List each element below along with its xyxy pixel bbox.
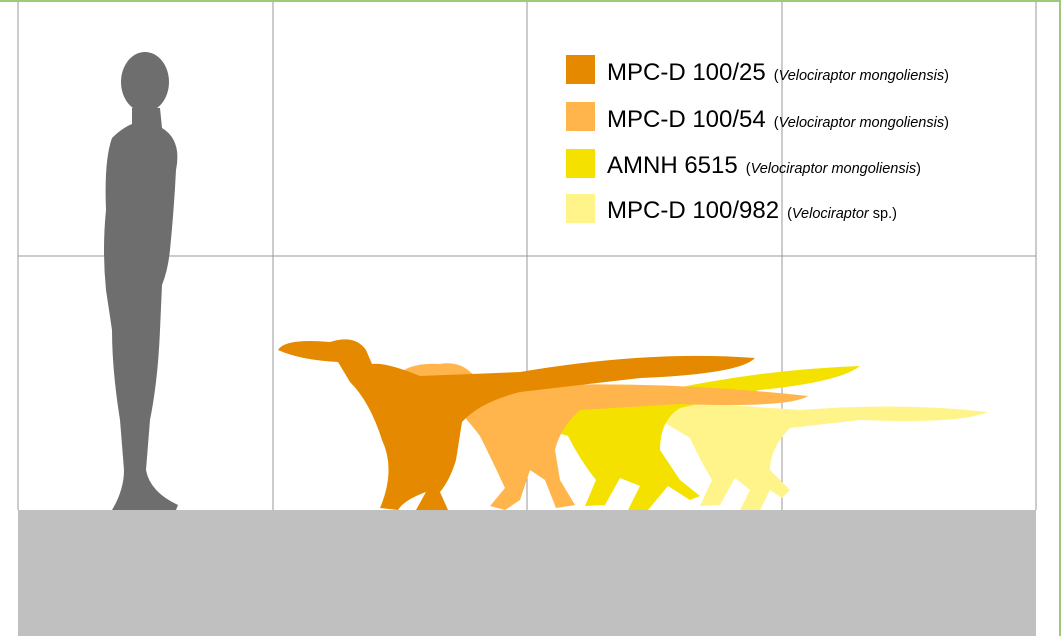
species: Velociraptor mongoliensis [779,115,945,131]
legend-swatch [566,55,595,84]
specimen-code: MPC-D 100/54 [607,106,766,133]
paren: ) [916,161,921,177]
specimen-code: MPC-D 100/982 [607,197,779,224]
paren: sp.) [869,206,897,222]
species: Velociraptor mongoliensis [751,161,917,177]
species: Velociraptor [792,206,870,222]
legend-swatch [566,102,595,131]
paren: ) [944,115,949,131]
species: Velociraptor mongoliensis [779,68,945,84]
ground [18,510,1036,636]
size-comparison: MPC-D 100/25(Velociraptor mongoliensis) … [0,0,1061,636]
paren: ) [944,68,949,84]
legend-swatch [566,149,595,178]
legend-swatch [566,194,595,223]
specimen-code: MPC-D 100/25 [607,59,766,86]
specimen-code: AMNH 6515 [607,152,738,179]
